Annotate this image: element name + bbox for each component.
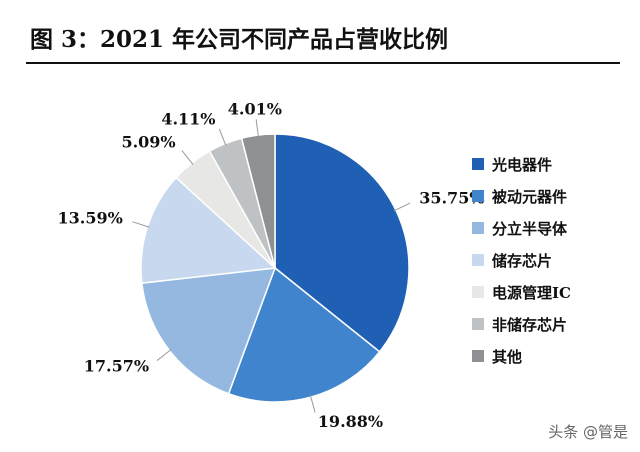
leader-line-2 — [309, 395, 316, 413]
leader-line-1 — [393, 202, 411, 212]
data-label-3: 17.57% — [84, 357, 149, 376]
legend-item-6: 非储存芯片 — [472, 308, 571, 340]
data-label-1: 35.75% — [419, 189, 484, 208]
legend-label: 储存芯片 — [492, 251, 553, 270]
legend-item-4: 储存芯片 — [472, 244, 571, 276]
data-label-4: 13.59% — [58, 209, 123, 228]
legend-label: 被动元器件 — [492, 187, 568, 206]
chart-title: 图 3：2021 年公司不同产品占营收比例 — [30, 26, 449, 53]
leader-line-3 — [156, 349, 172, 361]
watermark: 头条 @管是 — [548, 423, 628, 441]
legend-swatch — [472, 286, 484, 298]
legend-label: 其他 — [492, 347, 523, 366]
legend-item-3: 分立半导体 — [472, 212, 571, 244]
data-label-7: 4.01% — [228, 99, 282, 118]
legend-label: 非储存芯片 — [492, 315, 568, 334]
leader-line-7 — [255, 119, 259, 138]
title-rule — [26, 62, 620, 64]
leader-line-6 — [218, 128, 227, 146]
legend-label: 分立半导体 — [492, 219, 568, 238]
legend-swatch — [472, 350, 484, 362]
legend-swatch — [472, 222, 484, 234]
legend-swatch — [472, 158, 484, 170]
legend-item-7: 其他 — [472, 340, 571, 372]
legend-item-1: 光电器件 — [472, 148, 571, 180]
legend-swatch — [472, 318, 484, 330]
legend-swatch — [472, 254, 484, 266]
legend: 光电器件被动元器件分立半导体储存芯片电源管理IC 非储存芯片其他 — [472, 148, 571, 372]
legend-item-2: 被动元器件 — [472, 180, 571, 212]
legend-item-5: 电源管理IC — [472, 276, 571, 308]
legend-label: 光电器件 — [492, 155, 553, 174]
data-label-5: 5.09% — [121, 133, 175, 152]
leader-line-4 — [132, 221, 150, 228]
legend-swatch — [472, 190, 484, 202]
legend-label: 电源管理IC — [492, 283, 571, 302]
leader-line-5 — [181, 150, 194, 165]
data-label-2: 19.88% — [318, 412, 383, 431]
data-label-6: 4.11% — [161, 109, 215, 128]
